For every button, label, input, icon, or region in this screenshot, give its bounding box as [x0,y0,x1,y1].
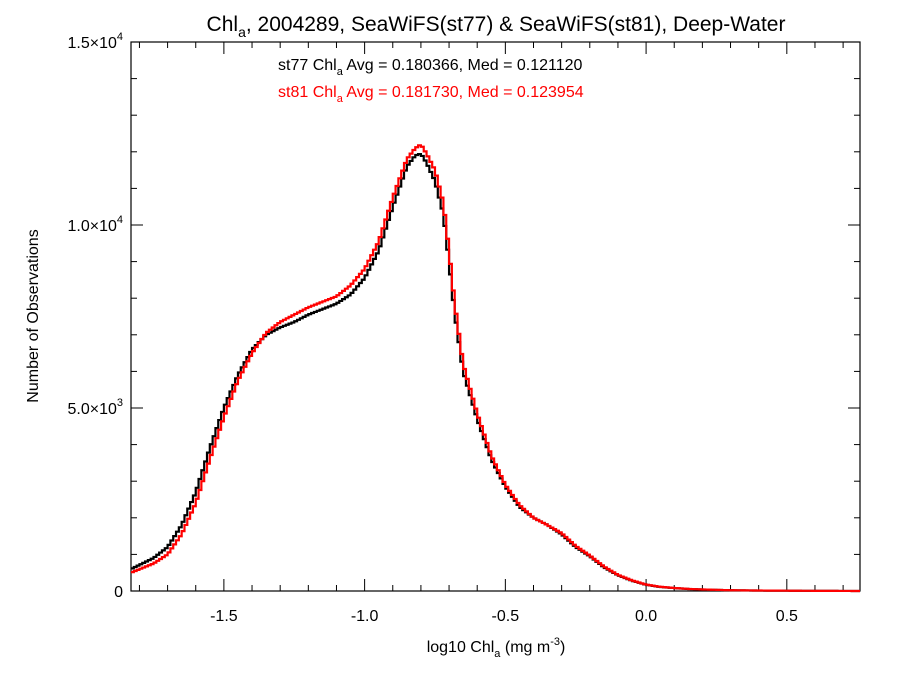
chart-title: Chla, 2004289, SeaWiFS(st77) & SeaWiFS(s… [207,13,786,40]
chart-title-subscript: a [238,24,246,40]
series-group [131,144,860,593]
plot-frame [130,41,861,592]
series-line-st81 [131,144,860,593]
y-axis-label: Number of Observations [25,229,42,402]
x-tick-label: 0.5 [776,608,798,625]
y-tick-label: 1.5×104 [67,31,123,52]
x-tick-label: -1.5 [210,608,238,625]
x-tick-label: -1.0 [351,608,379,625]
y-tick-label: 0 [114,584,123,601]
x-tick-label: 0.0 [635,608,657,625]
y-tick-label: 1.0×104 [67,214,123,235]
x-axis-label-superscript: -3 [550,636,560,648]
axis-ticks: -1.5 -1.0 -0.5 0.0 0.5 0 5.0×103 1.0×104 1.5×104 [67,31,860,625]
x-axis-label: log10 Chla (mg m-3) [427,636,566,660]
annotation-st77: st77 Chla Avg = 0.180366, Med = 0.121120 [278,57,583,78]
x-tick-label: -0.5 [492,608,520,625]
y-tick-label: 5.0×103 [67,397,123,418]
x-axis-label-subscript: a [494,648,501,660]
annotation-st81: st81 Chla Avg = 0.181730, Med = 0.123954 [278,84,584,105]
